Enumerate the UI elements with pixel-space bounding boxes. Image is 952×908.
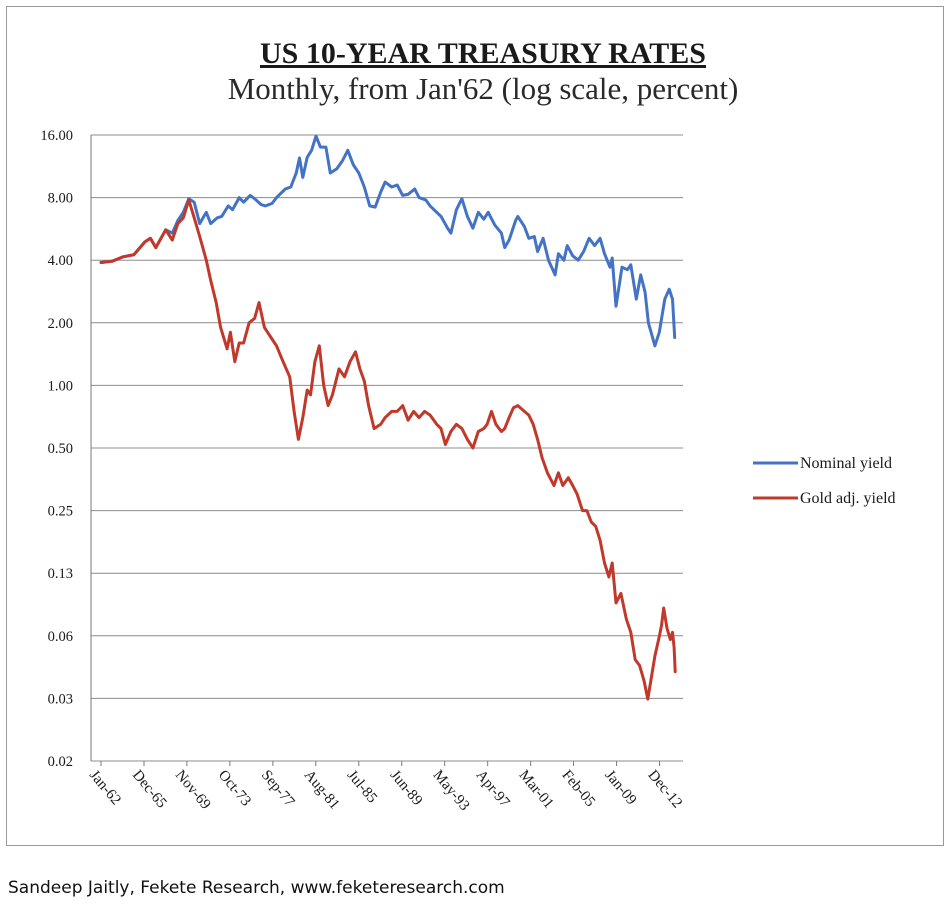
x-tick-label: Nov-69	[172, 767, 214, 812]
gridlines	[91, 134, 683, 762]
legend-label: Nominal yield	[800, 455, 892, 472]
y-tick-label: 2.00	[48, 316, 73, 332]
x-tick-label: Dec-12	[644, 767, 685, 811]
y-tick-label: 16.00	[40, 128, 73, 144]
x-tick-label: Jul-85	[344, 767, 380, 806]
x-axis-tick-labels: Jan-62 Dec-65 Nov-69 Oct-73 Sep-77 Aug-81 Jul-…	[86, 767, 685, 814]
y-tick-label: 0.06	[48, 629, 73, 645]
y-tick-label: 0.25	[48, 504, 73, 520]
y-tick-label: 0.02	[48, 754, 73, 770]
legend-label: Gold adj. yield	[800, 490, 896, 507]
x-tick-label: Apr-97	[473, 767, 513, 811]
x-tick-label: Feb-05	[558, 767, 598, 810]
y-tick-label: 4.00	[48, 253, 73, 269]
x-tick-label: Mar-01	[516, 767, 557, 812]
y-axis-tick-labels: 16.00 8.00 4.00 2.00 1.00 0.50 0.25 0.13 0.06 0.0…	[40, 128, 73, 770]
x-tick-label: Aug-81	[301, 767, 343, 812]
x-tick-label: Dec-65	[129, 767, 170, 811]
y-tick-label: 0.50	[48, 441, 73, 457]
x-tick-label: Jun-89	[387, 767, 426, 809]
axes	[90, 135, 661, 766]
y-tick-label: 1.00	[48, 378, 73, 394]
x-tick-label: Sep-77	[258, 767, 298, 810]
y-tick-label: 0.03	[48, 691, 73, 707]
x-tick-label: Jan-62	[86, 767, 124, 808]
line-chart: US 10-YEAR TREASURY RATES Monthly, from …	[40, 37, 896, 814]
x-tick-label: Oct-73	[215, 767, 254, 809]
y-tick-label: 8.00	[48, 191, 73, 207]
source-credit: Sandeep Jaitly, Fekete Research, www.fek…	[8, 878, 505, 898]
legend: Nominal yield Gold adj. yield	[753, 455, 896, 507]
series-line-gold-adj-yield	[99, 198, 677, 701]
y-tick-label: 0.13	[48, 566, 73, 582]
chart-frame: US 10-YEAR TREASURY RATES Monthly, from …	[6, 6, 944, 846]
chart-title: US 10-YEAR TREASURY RATES	[260, 37, 706, 70]
x-tick-label: May-93	[430, 767, 473, 814]
chart-subtitle: Monthly, from Jan'62 (log scale, percent…	[228, 71, 739, 106]
series-lines	[99, 134, 677, 701]
series-line-nominal-yield	[99, 134, 677, 348]
x-tick-label: Jan-09	[601, 767, 639, 808]
